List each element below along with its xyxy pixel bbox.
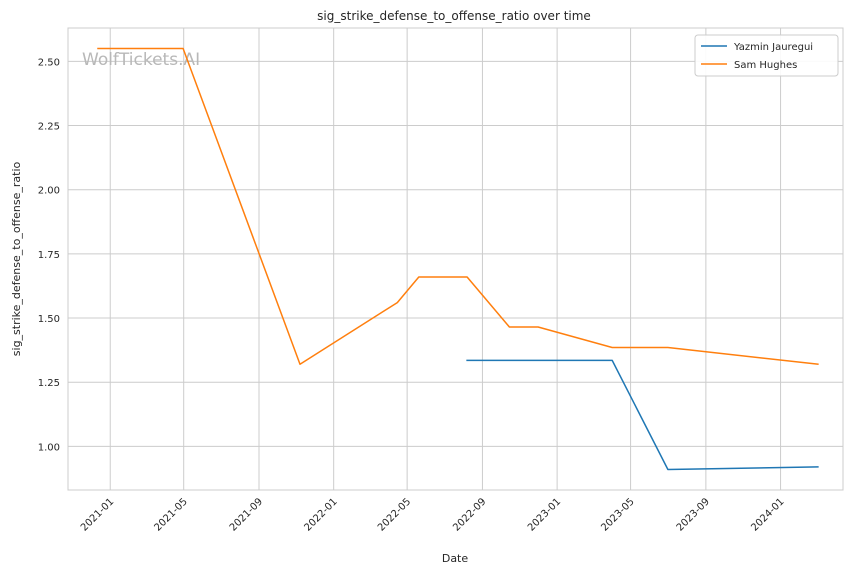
y-tick-label: 2.50 bbox=[38, 57, 60, 68]
legend-label: Sam Hughes bbox=[734, 60, 797, 71]
series-line-1 bbox=[466, 359, 819, 471]
x-tick-label: 2021-05 bbox=[152, 496, 189, 533]
x-tick-label: 2023-05 bbox=[599, 496, 636, 533]
x-tick-label: 2023-09 bbox=[675, 496, 712, 533]
x-tick-label: 2021-01 bbox=[79, 496, 116, 533]
y-axis-ticks: 1.00 1.25 1.50 1.75 2.00 2.25 2.50 bbox=[38, 57, 60, 453]
x-tick-label: 2024-01 bbox=[749, 496, 786, 533]
x-axis-ticks: 2021-01 2021-05 2021-09 2022-01 2022-05 2022-… bbox=[79, 496, 787, 533]
x-tick-label: 2023-01 bbox=[526, 496, 563, 533]
grid-lines bbox=[68, 28, 843, 490]
legend: Yazmin Jauregui Sam Hughes bbox=[694, 34, 839, 77]
y-tick-label: 2.00 bbox=[38, 186, 60, 197]
chart-title: sig_strike_defense_to_offense_ratio over… bbox=[317, 9, 591, 23]
y-tick-label: 2.25 bbox=[38, 122, 60, 133]
y-tick-label: 1.75 bbox=[38, 250, 60, 261]
legend-label: Yazmin Jauregui bbox=[733, 42, 813, 53]
x-tick-label: 2022-05 bbox=[376, 496, 413, 533]
legend-box bbox=[694, 34, 839, 77]
x-tick-label: 2022-09 bbox=[451, 496, 488, 533]
y-axis-label: sig_strike_defense_to_offense_ratio bbox=[10, 162, 23, 357]
x-tick-label: 2022-01 bbox=[302, 496, 339, 533]
x-tick-label: 2021-09 bbox=[228, 496, 265, 533]
y-tick-label: 1.50 bbox=[38, 314, 60, 325]
series-layer bbox=[97, 47, 819, 471]
watermark-text: WolfTickets.AI bbox=[82, 50, 200, 70]
y-tick-label: 1.25 bbox=[38, 378, 60, 389]
x-axis-label: Date bbox=[442, 552, 469, 565]
series-line-2 bbox=[97, 47, 819, 366]
plot-area-frame bbox=[67, 27, 844, 491]
y-tick-label: 1.00 bbox=[38, 442, 60, 453]
